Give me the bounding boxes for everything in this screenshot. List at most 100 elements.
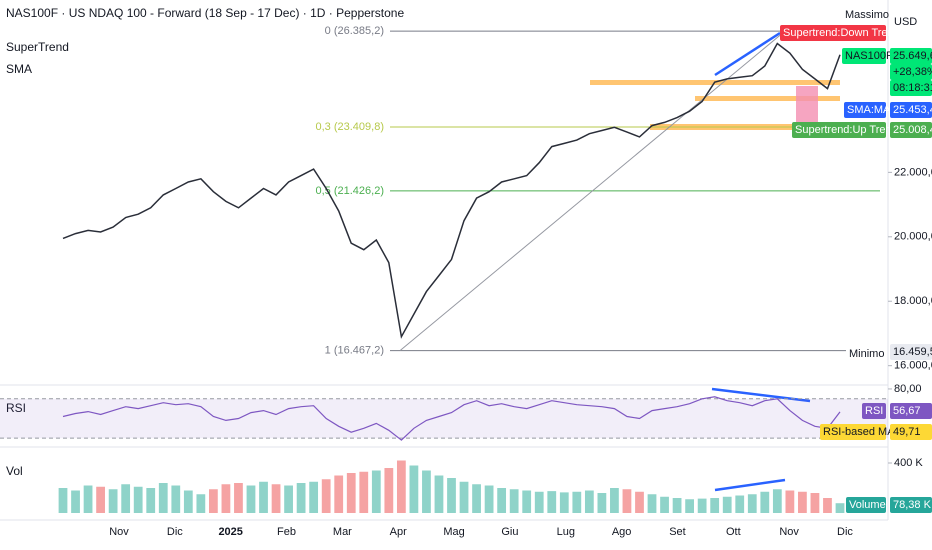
rsi-band <box>0 398 888 439</box>
x-tick-label: 2025 <box>218 526 242 538</box>
volume-bar <box>246 485 256 513</box>
price-tag <box>780 25 886 41</box>
x-tick-label: Mar <box>333 526 352 538</box>
volume-bar <box>534 491 544 513</box>
pane-title: Vol <box>6 464 23 478</box>
chart-title: NAS100F · US NDAQ 100 - Forward (18 Sep … <box>6 6 404 20</box>
price-tag-label: 56,67 <box>893 405 921 417</box>
price-tag-label: Minimo <box>849 348 884 360</box>
price-tag-label: 25.649,6 <box>893 50 932 62</box>
volume-bar <box>58 488 68 513</box>
volume-bar <box>334 475 344 513</box>
volume-bar <box>522 490 532 513</box>
x-tick-label: Lug <box>557 526 575 538</box>
volume-bar <box>785 490 795 513</box>
price-tag-label: 08:18:31 <box>893 82 932 94</box>
volume-bar <box>209 489 218 513</box>
volume-bar <box>447 478 456 513</box>
volume-bar <box>810 493 820 513</box>
price-tag <box>890 102 932 118</box>
x-tick-label: Giu <box>501 526 518 538</box>
indicator-label: SMA <box>6 62 32 76</box>
price-tag-label: 16.459,5 <box>893 346 932 358</box>
price-tag-label: 25.008,4 <box>893 124 932 136</box>
volume-bar <box>697 498 707 513</box>
x-tick-label: Dic <box>837 526 853 538</box>
volume-bar <box>271 484 281 513</box>
price-tag-label: 78,38 K <box>893 499 932 511</box>
volume-bar <box>396 460 406 513</box>
trend-line <box>399 30 786 352</box>
x-tick-label: Nov <box>779 526 799 538</box>
volume-bar <box>735 495 745 513</box>
price-tag <box>846 346 886 362</box>
price-tag <box>890 424 932 440</box>
volume-bar <box>371 470 381 513</box>
volume-bar <box>346 473 356 513</box>
price-tag-label: Supertrend:Up Trend <box>795 124 898 136</box>
volume-bar <box>484 485 494 513</box>
fib-label: 1 (16.467,2) <box>325 345 384 357</box>
price-tag <box>842 7 886 23</box>
volume-bar <box>722 496 732 513</box>
fib-label: 0 (26.385,2) <box>325 25 384 37</box>
price-tag-label: RSI-based MA <box>823 426 895 438</box>
volume-bar <box>259 481 268 513</box>
volume-bar <box>183 490 193 513</box>
x-tick-label: Dic <box>167 526 183 538</box>
volume-bar <box>823 498 832 513</box>
volume-bar <box>559 492 569 513</box>
divergence-line <box>714 31 781 77</box>
volume-bar <box>196 494 206 513</box>
volume-bar <box>309 481 319 513</box>
price-tag-label: 25.453,4 <box>893 104 932 116</box>
price-tag-label: Supertrend:Down Trend <box>783 27 900 39</box>
price-tag <box>844 102 886 118</box>
price-line <box>62 42 841 339</box>
price-tag <box>792 122 886 138</box>
y-tick-label: 16.000,0 <box>894 360 932 372</box>
volume-bar <box>747 494 757 513</box>
indicator-label: SuperTrend <box>6 40 69 54</box>
volume-bar <box>610 488 619 513</box>
rsi-line <box>62 396 841 441</box>
price-tag <box>890 64 932 80</box>
pane-title: RSI <box>6 401 26 415</box>
zone <box>796 86 818 124</box>
volume-bar <box>234 483 243 513</box>
x-tick-label: Mag <box>443 526 464 538</box>
volume-bar <box>472 484 481 513</box>
volume-bar <box>672 498 682 513</box>
volume-bar <box>760 491 770 513</box>
zone <box>695 96 840 101</box>
volume-bar <box>798 491 807 513</box>
volume-bar <box>635 491 644 513</box>
volume-bar <box>434 475 444 513</box>
x-tick-label: Set <box>669 526 686 538</box>
price-tag-label: RSI <box>865 405 883 417</box>
volume-bar <box>597 493 607 513</box>
x-tick-label: Apr <box>390 526 407 538</box>
volume-bar <box>171 485 181 513</box>
price-tag-label: +28,38% <box>893 66 932 78</box>
volume-bar <box>572 491 582 513</box>
volume-bar <box>384 468 394 513</box>
y-tick-label: 18.000,0 <box>894 295 932 307</box>
volume-bar <box>96 486 105 513</box>
fib-label: 0,3 (23.409,8) <box>316 121 385 133</box>
price-tag <box>890 344 932 360</box>
price-tag <box>842 48 886 64</box>
volume-bar <box>321 479 331 513</box>
volume-bar <box>296 483 306 513</box>
volume-bar <box>121 484 131 513</box>
volume-bar <box>409 465 419 513</box>
volume-bar <box>660 496 669 513</box>
volume-bar <box>108 489 118 513</box>
volume-bar <box>835 503 845 513</box>
volume-bar <box>422 470 431 513</box>
price-tag <box>862 403 886 419</box>
divergence-line <box>714 478 786 492</box>
price-tag <box>890 403 932 419</box>
